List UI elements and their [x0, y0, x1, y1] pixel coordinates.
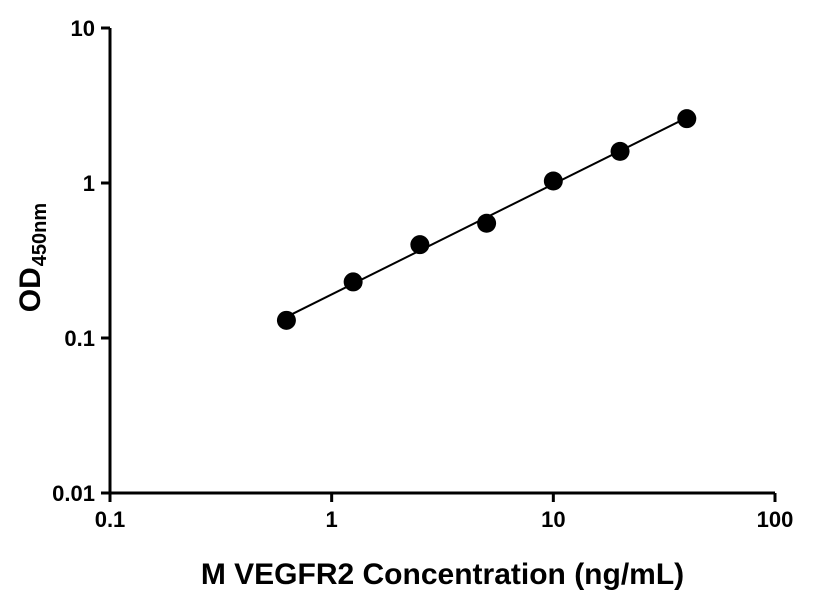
x-tick-label: 100: [757, 507, 794, 532]
data-point: [543, 171, 563, 191]
x-tick-label: 0.1: [95, 507, 126, 532]
data-point: [677, 109, 697, 129]
data-point: [276, 310, 296, 330]
x-tick-label: 10: [541, 507, 565, 532]
y-tick-label: 1: [83, 171, 95, 196]
data-point: [343, 272, 363, 292]
x-axis-label: M VEGFR2 Concentration (ng/mL): [200, 558, 685, 591]
y-tick-label: 10: [71, 16, 95, 41]
x-tick-label: 1: [326, 507, 338, 532]
y-axis-label-subscript: 450nm: [29, 202, 52, 267]
y-tick-label: 0.01: [52, 481, 95, 506]
y-axis-label: OD450nm: [13, 202, 52, 313]
data-point: [610, 141, 630, 161]
data-point: [410, 235, 430, 255]
data-point: [477, 213, 497, 233]
y-tick-label: 0.1: [64, 326, 95, 351]
y-axis-label-main: OD: [13, 267, 47, 313]
